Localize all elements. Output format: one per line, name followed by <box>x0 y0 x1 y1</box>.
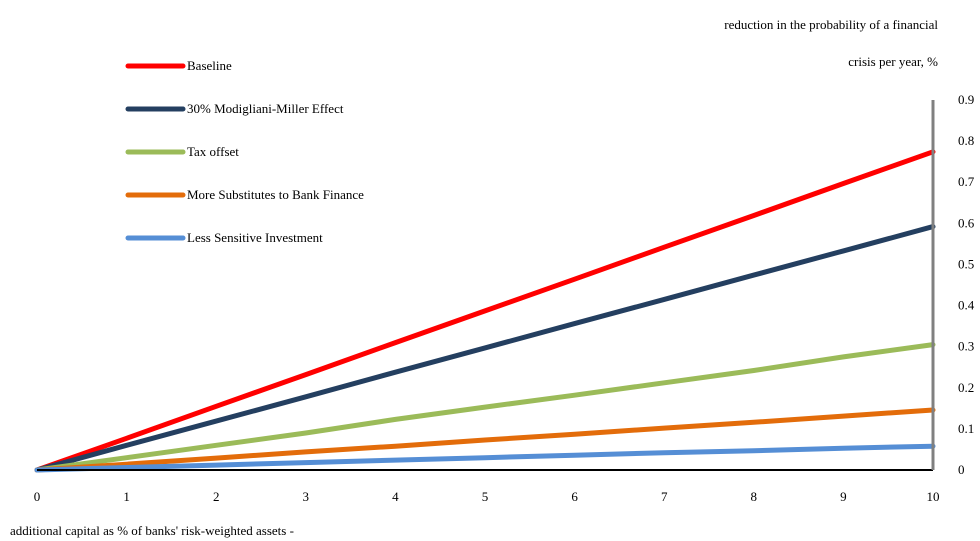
y-axis-label-line2: crisis per year, % <box>848 54 938 69</box>
x-tick-label: 3 <box>303 489 310 504</box>
x-tick-label: 1 <box>123 489 130 504</box>
y-tick-label: 0.9 <box>958 92 974 107</box>
x-tick-label: 10 <box>927 489 940 504</box>
x-tick-label: 5 <box>482 489 489 504</box>
y-tick-label: 0.8 <box>958 133 974 148</box>
x-tick-label: 8 <box>751 489 758 504</box>
series-layer <box>34 149 936 473</box>
x-tick-label: 4 <box>392 489 399 504</box>
series-line-2 <box>34 224 936 473</box>
series-line-3 <box>34 342 936 473</box>
legend-label-5: Less Sensitive Investment <box>187 230 323 245</box>
x-tick-label: 2 <box>213 489 220 504</box>
legend-label-4: More Substitutes to Bank Finance <box>187 187 364 202</box>
y-tick-label: 0.7 <box>958 174 975 189</box>
legend: Baseline 30% Modigliani-Miller Effect Tax … <box>125 58 364 245</box>
y-axis-label-line1: reduction in the probability of a financ… <box>724 17 938 32</box>
x-tick-label: 6 <box>571 489 578 504</box>
y-tick-label: 0.4 <box>958 298 975 313</box>
y-tick-label: 0.5 <box>958 256 974 271</box>
legend-label-1: Baseline <box>187 58 232 73</box>
y-tick-label: 0.3 <box>958 339 974 354</box>
y-tick-label: 0.2 <box>958 380 974 395</box>
y-tick-label: 0 <box>958 462 965 477</box>
x-axis-label: additional capital as % of banks' risk-w… <box>10 523 294 538</box>
legend-label-2: 30% Modigliani-Miller Effect <box>187 101 344 116</box>
series-line-1 <box>34 149 936 473</box>
x-tick-label: 0 <box>34 489 41 504</box>
x-tick-label: 9 <box>840 489 847 504</box>
series-line-4 <box>34 407 936 473</box>
y-tick-label: 0.1 <box>958 421 974 436</box>
axes-layer: 0 1 2 3 4 5 6 7 8 9 10 0 0.1 0.2 0.3 0.4 0.5 0.6 0.7 0.8 0.9 <box>34 92 975 504</box>
series-line-5 <box>34 443 936 473</box>
x-tick-label: 7 <box>661 489 668 504</box>
y-tick-label: 0.6 <box>958 215 975 230</box>
legend-label-3: Tax offset <box>187 144 239 159</box>
